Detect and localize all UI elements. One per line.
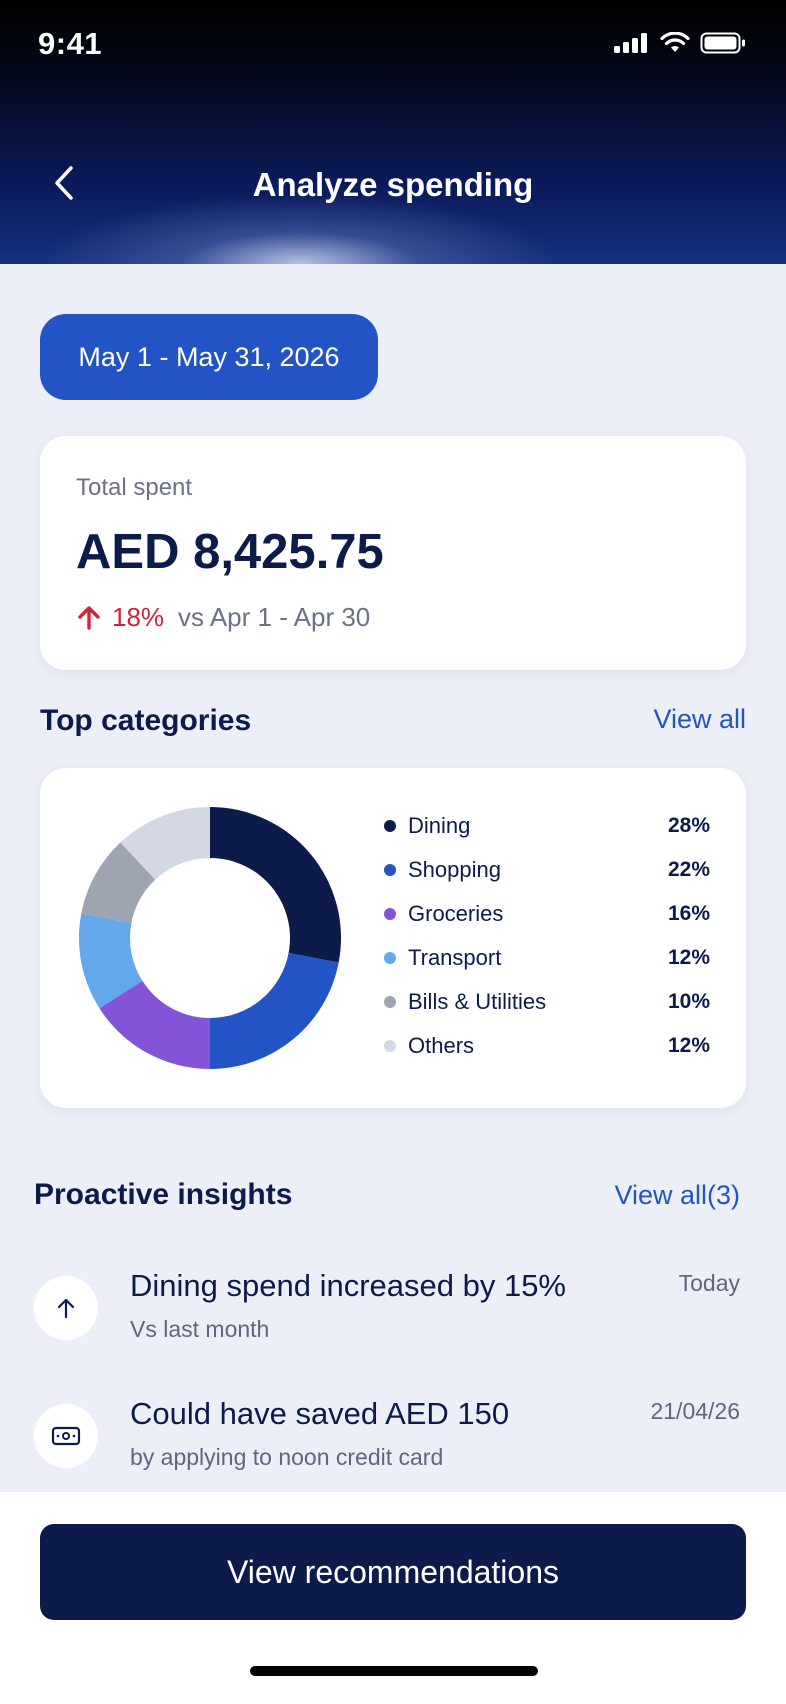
total-spent-label: Total spent [76,474,193,501]
home-indicator [250,1666,538,1676]
legend-item: Others 12% [384,1024,710,1068]
view-recommendations-label: View recommendations [226,1553,559,1590]
comparison-period: vs Apr 1 - Apr 30 [178,602,371,632]
donut-slice-others [120,807,210,880]
categories-view-all-link[interactable]: View all [653,704,746,734]
view-recommendations-button[interactable]: View recommendations [40,1524,746,1620]
date-range-button[interactable]: May 1 - May 31, 2026 [40,314,378,400]
insights-view-all-link[interactable]: View all(3) [614,1180,740,1210]
insight-date: Today [678,1270,740,1296]
legend-dot [384,1040,396,1052]
insight-title: Could have saved AED 150 [130,1396,510,1431]
categories-card: Dining 28% Shopping 22% Groceries 16% Transpor… [40,768,746,1108]
insight-title: Dining spend increased by 15% [130,1268,566,1303]
legend-dot [384,996,396,1008]
legend-label: Bills & Utilities [408,989,547,1014]
insight-icon-circle [34,1276,98,1340]
insight-item[interactable]: Could have saved AED 150 by applying to … [34,1396,740,1496]
legend-label: Shopping [408,857,501,882]
spend-change: 18% vs Apr 1 - Apr 30 [76,602,370,633]
category-legend: Dining 28% Shopping 22% Groceries 16% Transpor… [384,804,710,1068]
category-donut-chart [79,807,341,1069]
bottom-action-bar: View recommendations [0,1492,786,1704]
insight-date: 21/04/26 [650,1398,740,1424]
status-icons [614,32,746,54]
arrow-up-icon [57,1298,75,1319]
insight-subtitle: Vs last month [130,1316,270,1342]
legend-percent: 12% [667,946,710,969]
insight-icon-circle [34,1404,98,1468]
proactive-insights-title: Proactive insights [34,1178,293,1211]
legend-item: Dining 28% [384,804,710,848]
page-title: Analyze spending [252,166,534,203]
insight-subtitle: by applying to noon credit card [130,1444,444,1470]
arrow-up-icon [78,605,100,630]
chevron-left-icon [55,166,73,200]
top-categories-title: Top categories [40,704,252,737]
signal-icon [614,33,647,53]
insight-item[interactable]: Dining spend increased by 15% Vs last mo… [34,1268,740,1368]
legend-label: Transport [408,945,502,970]
change-percent: 18% [112,602,165,632]
legend-item: Groceries 16% [384,892,710,936]
legend-dot [384,820,396,832]
cash-icon [51,1426,81,1446]
legend-percent: 12% [667,1034,710,1057]
legend-dot [384,952,396,964]
legend-percent: 22% [667,858,710,881]
legend-percent: 28% [667,814,710,837]
donut-slice-bills-utilities [81,842,156,924]
legend-item: Transport 12% [384,936,710,980]
legend-label: Dining [408,813,471,838]
date-range-label: May 1 - May 31, 2026 [78,341,340,372]
app-header: 9:41 Analyze spending [0,0,786,264]
status-time: 9:41 [38,26,103,61]
wifi-icon [660,32,690,52]
total-spent-amount: AED 8,425.75 [76,525,384,579]
back-button[interactable] [44,163,84,203]
donut-slice-groceries [99,980,210,1069]
legend-dot [384,908,396,920]
legend-label: Others [408,1033,475,1058]
battery-icon [700,32,745,54]
legend-percent: 10% [667,990,710,1013]
legend-label: Groceries [408,901,504,926]
legend-item: Bills & Utilities 10% [384,980,710,1024]
donut-slice-dining [210,807,341,963]
legend-dot [384,864,396,876]
donut-slice-transport [79,913,143,1009]
legend-percent: 16% [667,902,710,925]
donut-slice-shopping [210,952,339,1069]
total-spent-card: Total spent AED 8,425.75 18% vs Apr 1 - … [40,436,746,670]
legend-item: Shopping 22% [384,848,710,892]
